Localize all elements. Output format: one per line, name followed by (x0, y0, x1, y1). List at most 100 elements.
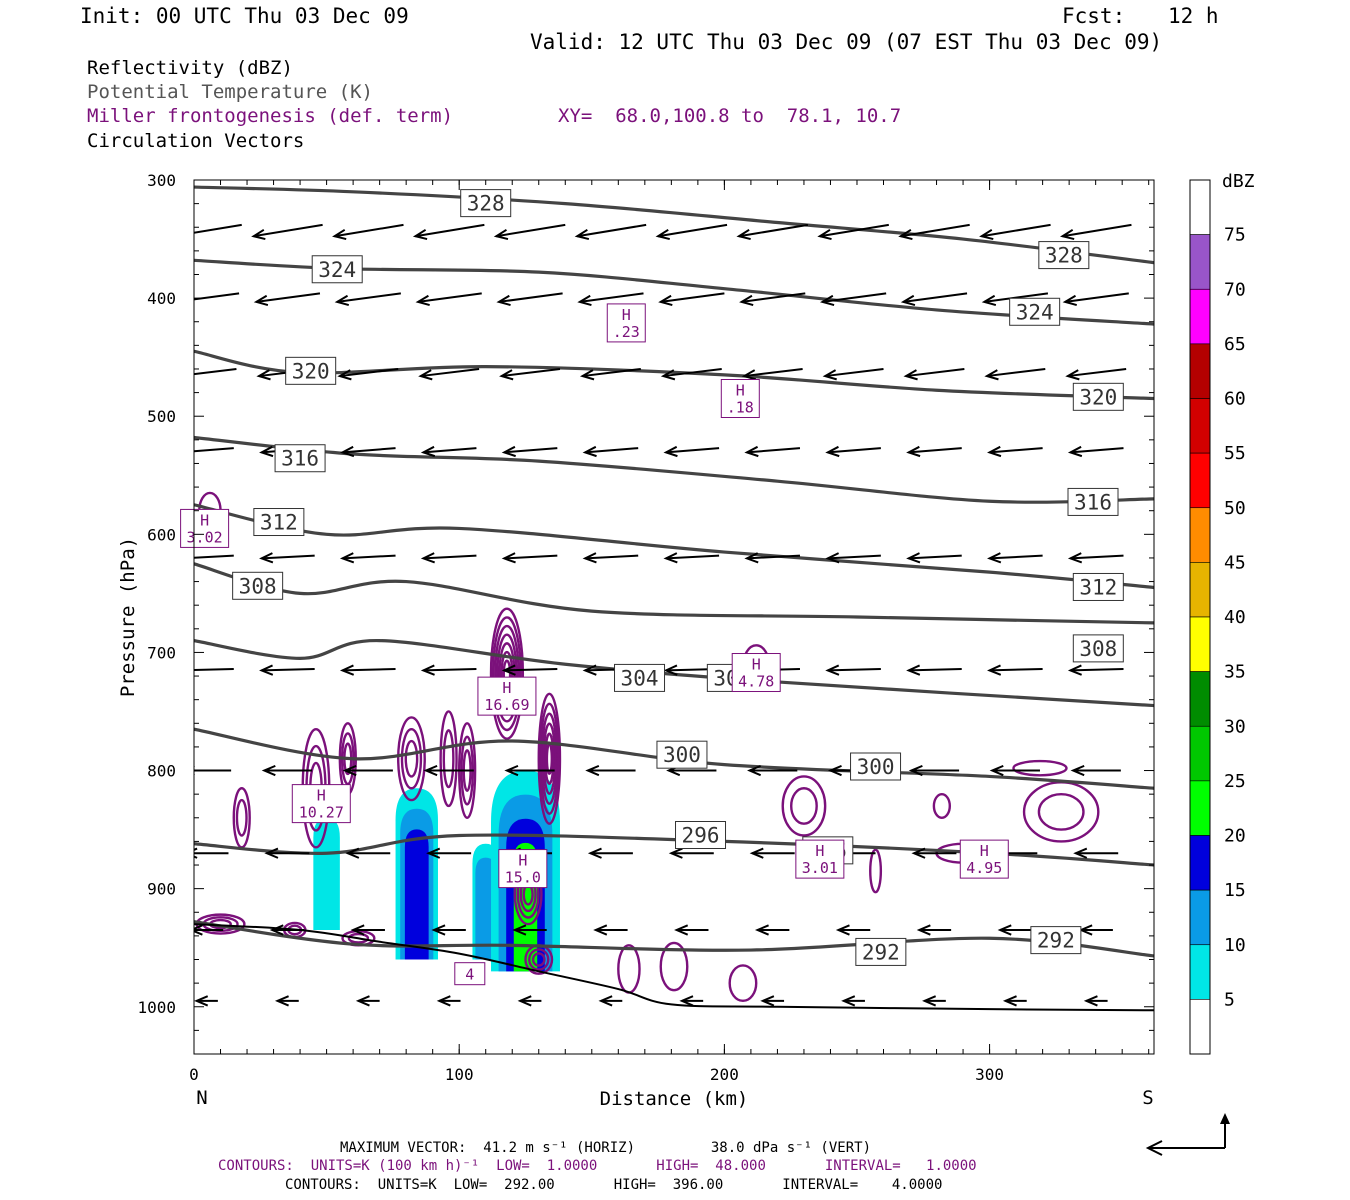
circulation-vector (819, 223, 889, 238)
circulation-vector-head (987, 552, 1002, 564)
theta-label: 300 (857, 755, 895, 779)
colorbar-bin (1189, 288, 1211, 345)
circulation-vector-head (342, 764, 357, 777)
theta-label-box (253, 508, 305, 537)
circulation-vector-head (674, 924, 689, 936)
colorbar-bin (1189, 889, 1211, 946)
circulation-vector-head (587, 847, 602, 859)
theta-label: 328 (1045, 244, 1083, 268)
fronto-max-value: 3.02 (187, 528, 223, 546)
theta-label: 312 (260, 511, 298, 535)
fronto-max-box (454, 962, 486, 986)
theta-contour (194, 185, 1154, 265)
terrain-line (194, 923, 1154, 1012)
circulation-vector-head (741, 369, 757, 381)
frontogenesis-contour (781, 775, 827, 837)
circulation-vector-head (181, 553, 192, 562)
circulation-vector (585, 447, 639, 454)
frontogenesis-contour (869, 848, 883, 894)
circulation-vector (194, 292, 240, 301)
circulation-vector-head (173, 230, 185, 239)
field-vectors: Circulation Vectors (87, 130, 305, 152)
fronto-max-letter: H (980, 842, 989, 860)
frontogenesis-contour (728, 964, 758, 1003)
reflectivity-layer (313, 770, 560, 972)
frontogenesis-contour (235, 798, 248, 837)
circulation-vector (657, 223, 728, 238)
circulation-vector (827, 554, 881, 560)
frontogenesis-contour (932, 792, 952, 819)
fronto-max-value: .18 (727, 399, 754, 417)
circulation-vector-head (1059, 228, 1075, 241)
theta-label-box (675, 821, 727, 849)
circulation-vector-head (251, 228, 266, 241)
y-tick-label: 400 (147, 289, 176, 308)
theta-label: 320 (1079, 385, 1117, 409)
circulation-vector-head (194, 995, 209, 1007)
circulation-vector (582, 367, 641, 378)
circulation-vector-head (420, 445, 436, 458)
colorbar-tick-label: 20 (1224, 826, 1246, 847)
circulation-vector-head (261, 764, 276, 777)
circulation-vector-head (415, 294, 430, 307)
circulation-vector-head (736, 228, 751, 241)
circulation-vector (903, 292, 968, 303)
fronto-max-value: 15.0 (505, 869, 541, 887)
circulation-vector-head (194, 764, 195, 777)
x-tick-label: 300 (975, 1065, 1004, 1084)
circulation-vector-head (585, 764, 600, 777)
circulation-vector-head (979, 228, 994, 241)
circulation-vector-head (181, 447, 192, 456)
circulation-vector-head (501, 552, 516, 564)
fronto-max-letter: H (622, 306, 631, 324)
circulation-vector (417, 292, 482, 303)
fronto-max-box (959, 839, 1009, 879)
label-layer: 328 328 324 324 320 320 316 316 312 312 308 308 304 3… (180, 189, 1124, 986)
theta-label-box (285, 356, 337, 385)
circulation-vector (665, 554, 720, 560)
theta-contour (194, 503, 1154, 590)
reference-vector (1145, 1113, 1230, 1156)
circulation-vector-head (754, 924, 769, 936)
circulation-vector (504, 667, 558, 672)
theta-label-box (1072, 634, 1124, 663)
circulation-vector-head (339, 664, 355, 676)
colorbar-bin (1189, 234, 1211, 290)
circulation-vector-head (423, 764, 438, 777)
circulation-vector-head (512, 924, 527, 936)
circulation-vector (504, 447, 558, 454)
circulation-vector-head (501, 664, 516, 676)
circulation-vector-head (981, 294, 997, 307)
circulation-vector (194, 447, 234, 453)
colorbar-tick-label: 35 (1224, 662, 1246, 683)
cross-section-endpoints: XY= 68.0,100.8 to 78.1, 10.7 (558, 105, 902, 127)
circulation-vector (261, 667, 315, 672)
circulation-vector (423, 667, 477, 672)
frontogenesis-contour (544, 732, 555, 785)
circulation-vector-head (1065, 369, 1080, 381)
fronto-max-letter: H (518, 852, 527, 870)
plot-frame (193, 179, 1155, 1055)
circulation-vector-head (819, 294, 835, 307)
theta-contour (194, 727, 1154, 790)
circulation-vector-head (744, 552, 759, 564)
circulation-vector-head (339, 552, 355, 564)
theta-label: 296 (682, 824, 720, 848)
colorbar-bin (1189, 725, 1211, 782)
frontogenesis-contour (542, 722, 557, 795)
theta-label-box (1038, 241, 1090, 270)
plot-area (194, 180, 1154, 1054)
circulation-vector-head (827, 764, 842, 777)
circulation-vector-head (760, 995, 775, 1007)
colorbar-bin (1189, 398, 1211, 454)
circulation-vector-head (911, 847, 926, 859)
fronto-max-value: 3.01 (802, 859, 838, 877)
theta-label: 308 (1079, 637, 1117, 661)
x-tick-label: 100 (445, 1065, 474, 1084)
circulation-vector (1070, 667, 1124, 672)
circulation-vector (342, 447, 396, 454)
frontogenesis-contour (531, 952, 546, 967)
circulation-vector (504, 554, 558, 560)
colorbar-tick-label: 45 (1224, 552, 1246, 573)
y-tick-label: 700 (147, 643, 176, 662)
